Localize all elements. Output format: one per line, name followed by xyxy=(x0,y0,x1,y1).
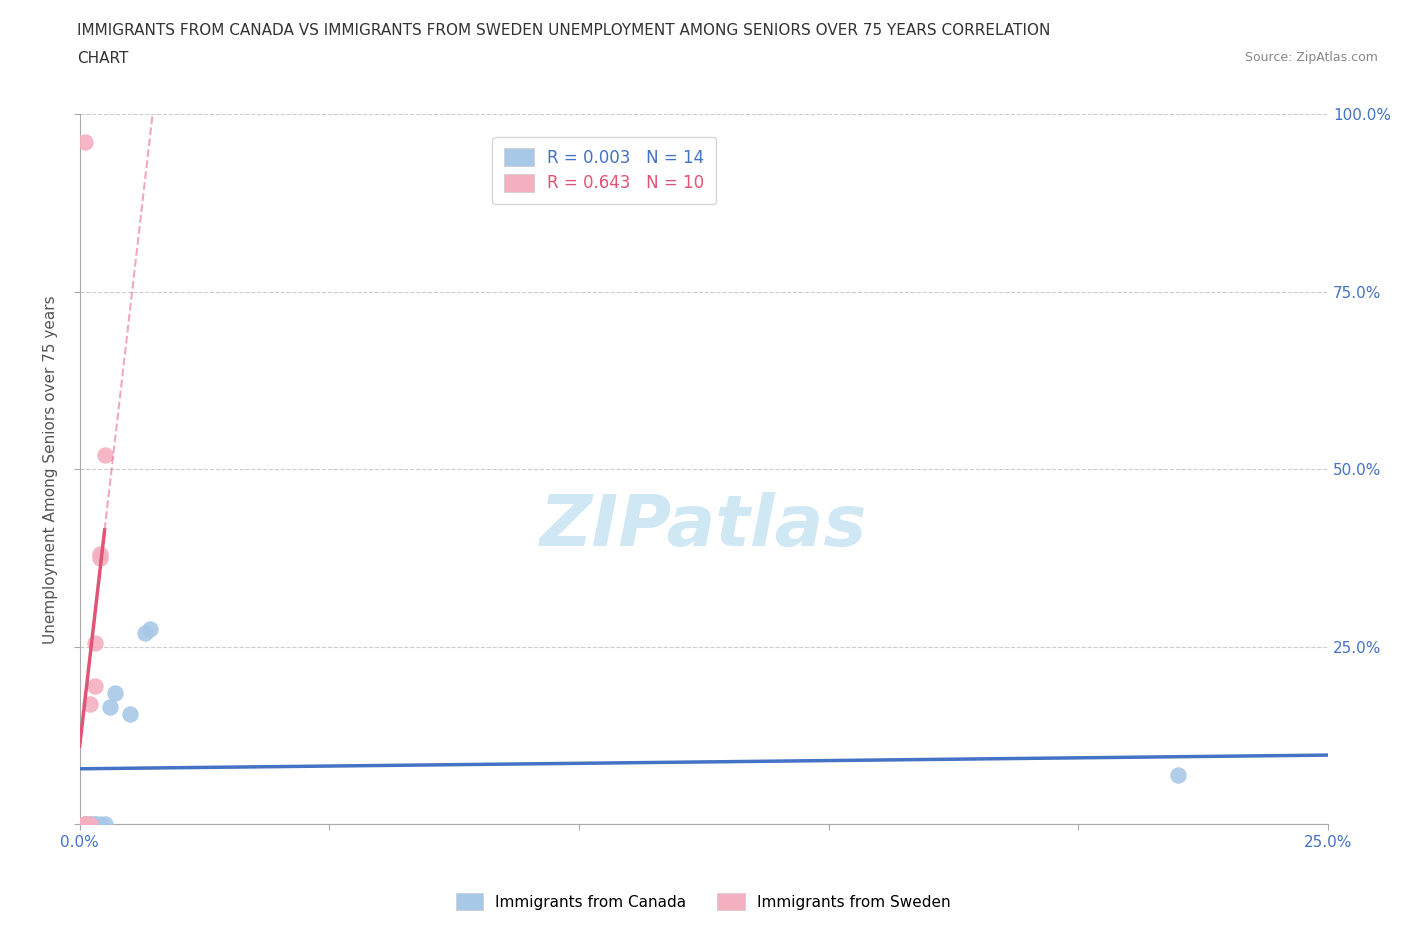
Point xyxy=(89,551,111,565)
Point xyxy=(89,547,111,562)
Legend: Immigrants from Canada, Immigrants from Sweden: Immigrants from Canada, Immigrants from … xyxy=(449,885,957,918)
Point xyxy=(79,697,101,711)
Point xyxy=(83,679,105,694)
Point xyxy=(138,621,160,636)
Text: CHART: CHART xyxy=(77,51,129,66)
Point xyxy=(73,817,96,832)
Point xyxy=(79,817,101,832)
Text: IMMIGRANTS FROM CANADA VS IMMIGRANTS FROM SWEDEN UNEMPLOYMENT AMONG SENIORS OVER: IMMIGRANTS FROM CANADA VS IMMIGRANTS FRO… xyxy=(77,23,1050,38)
Point xyxy=(89,817,111,832)
Point xyxy=(73,135,96,150)
Point xyxy=(93,817,115,832)
Point xyxy=(73,817,96,832)
Point xyxy=(104,685,127,700)
Y-axis label: Unemployment Among Seniors over 75 years: Unemployment Among Seniors over 75 years xyxy=(44,295,58,644)
Point xyxy=(83,817,105,832)
Point xyxy=(98,699,121,714)
Point xyxy=(79,817,101,832)
Point xyxy=(79,817,101,832)
Point xyxy=(1167,767,1189,782)
Text: ZIPatlas: ZIPatlas xyxy=(540,492,868,561)
Point xyxy=(134,625,156,640)
Point xyxy=(83,817,105,832)
Point xyxy=(73,817,96,832)
Point xyxy=(83,636,105,651)
Point xyxy=(73,817,96,832)
Legend: R = 0.003   N = 14, R = 0.643   N = 10: R = 0.003 N = 14, R = 0.643 N = 10 xyxy=(492,137,716,204)
Point xyxy=(93,447,115,462)
Point xyxy=(73,817,96,832)
Point xyxy=(118,707,141,722)
Text: Source: ZipAtlas.com: Source: ZipAtlas.com xyxy=(1244,51,1378,64)
